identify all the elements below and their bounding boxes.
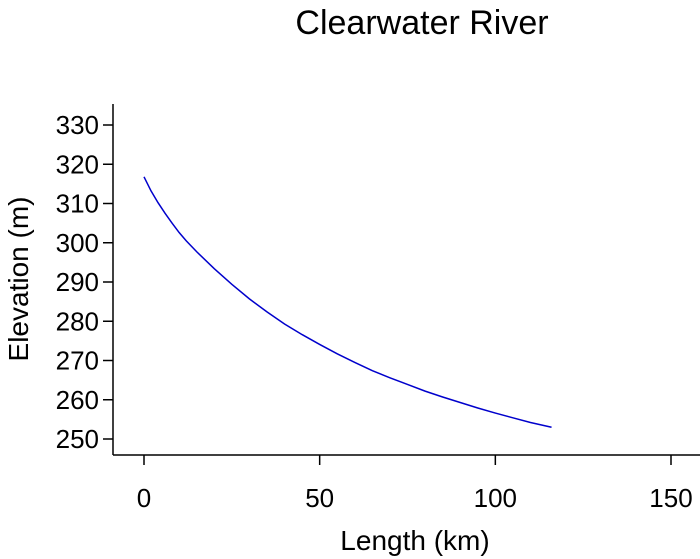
y-tick-label: 250: [56, 424, 99, 454]
y-tick-label: 310: [56, 189, 99, 219]
x-axis-ticks: 0 50 100 150: [137, 455, 693, 513]
y-axis-label: Elevation (m): [3, 197, 34, 362]
y-tick-label: 300: [56, 228, 99, 258]
y-tick-label: 290: [56, 267, 99, 297]
y-tick-label: 280: [56, 306, 99, 336]
y-tick-label: 320: [56, 149, 99, 179]
x-tick-label: 100: [474, 483, 517, 513]
x-axis-label: Length (km): [340, 525, 489, 556]
series-line-elevation: [143, 176, 552, 428]
x-tick-label: 150: [649, 483, 692, 513]
chart-title: Clearwater River: [295, 4, 548, 42]
y-tick-label: 330: [56, 110, 99, 140]
x-tick-label: 0: [137, 483, 151, 513]
y-tick-label: 260: [56, 385, 99, 415]
y-tick-label: 270: [56, 346, 99, 376]
y-axis-ticks: 250 260 270 280 290 300 310 320 330: [56, 110, 113, 454]
x-tick-label: 50: [305, 483, 334, 513]
